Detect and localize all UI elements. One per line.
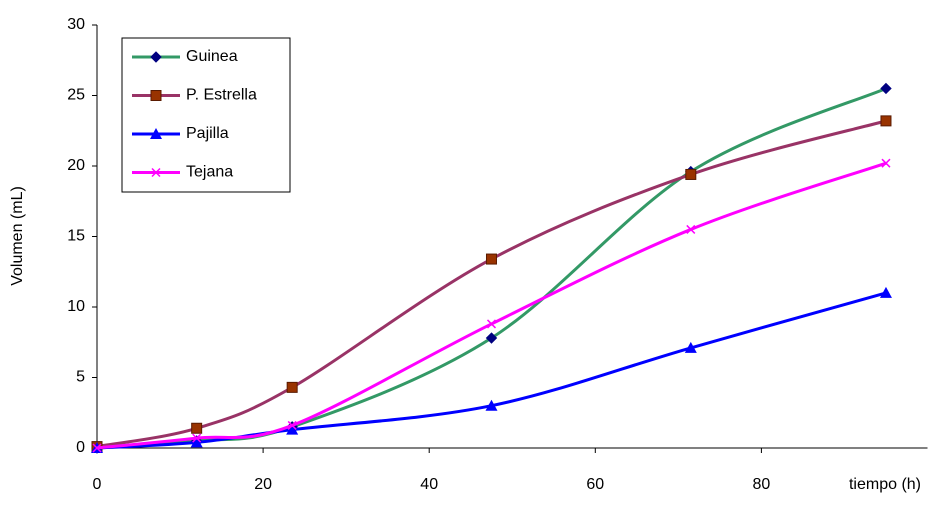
marker bbox=[485, 399, 498, 411]
y-tick-label: 20 bbox=[67, 157, 85, 174]
y-tick-label: 25 bbox=[67, 87, 85, 104]
marker bbox=[286, 423, 299, 435]
x-tick-label: 0 bbox=[93, 476, 102, 493]
y-tick-label: 5 bbox=[76, 369, 85, 386]
legend-label: Pajilla bbox=[186, 125, 229, 142]
legend-label: Guinea bbox=[186, 48, 238, 65]
marker bbox=[286, 381, 298, 393]
legend-marker bbox=[150, 128, 162, 139]
x-tick-label: 80 bbox=[753, 476, 771, 493]
y-tick-label: 0 bbox=[76, 439, 85, 456]
x-tick-label: 20 bbox=[254, 476, 272, 493]
y-tick-label: 30 bbox=[67, 16, 85, 33]
marker bbox=[684, 341, 697, 353]
marker bbox=[485, 332, 498, 344]
legend: Guinea P. Estrella Pajilla Tejana bbox=[121, 37, 291, 193]
legend-marker bbox=[150, 51, 162, 63]
legend-marker bbox=[151, 167, 161, 178]
legend-label: Tejana bbox=[186, 164, 233, 181]
marker bbox=[92, 443, 102, 453]
marker bbox=[686, 224, 696, 234]
marker bbox=[287, 420, 297, 430]
series-line bbox=[96, 291, 887, 450]
marker bbox=[685, 168, 697, 180]
x-tick-label: 60 bbox=[586, 476, 604, 493]
x-tick-label: 40 bbox=[420, 476, 438, 493]
legend-label: P. Estrella bbox=[186, 87, 257, 104]
marker bbox=[191, 422, 203, 434]
marker bbox=[192, 433, 202, 443]
marker bbox=[190, 436, 203, 448]
marker bbox=[880, 115, 892, 127]
legend-marker bbox=[150, 90, 162, 101]
y-axis-label: Volumen (mL) bbox=[9, 186, 26, 286]
marker bbox=[879, 286, 892, 298]
marker bbox=[881, 158, 891, 168]
legend-box bbox=[121, 37, 291, 193]
x-axis-label: tiempo (h) bbox=[849, 476, 921, 493]
marker bbox=[486, 319, 497, 329]
marker bbox=[880, 82, 892, 95]
y-tick-label: 15 bbox=[67, 228, 85, 245]
y-tick-label: 10 bbox=[67, 298, 85, 315]
marker bbox=[485, 253, 497, 265]
